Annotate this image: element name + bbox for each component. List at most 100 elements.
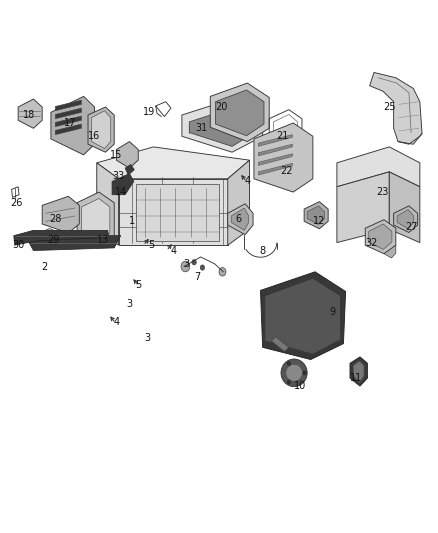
Circle shape [200,265,205,270]
Polygon shape [258,144,292,156]
Text: 27: 27 [405,222,417,232]
Polygon shape [353,361,364,382]
Text: 3: 3 [183,259,189,269]
Text: 6: 6 [236,214,242,224]
Polygon shape [55,124,81,135]
Text: 4: 4 [113,317,120,327]
Text: 16: 16 [88,131,101,141]
Polygon shape [365,220,396,254]
Text: 3: 3 [144,333,150,343]
Circle shape [192,260,196,265]
Polygon shape [42,196,79,233]
Polygon shape [55,100,81,111]
Polygon shape [29,236,121,251]
Ellipse shape [286,365,302,381]
Text: 12: 12 [313,216,325,227]
Polygon shape [77,192,114,248]
Polygon shape [210,83,269,142]
Polygon shape [261,272,346,360]
Text: 19: 19 [143,107,155,117]
Polygon shape [258,164,292,175]
Polygon shape [394,206,418,232]
Polygon shape [258,154,292,165]
Polygon shape [55,108,81,119]
Text: 25: 25 [383,102,396,112]
Text: 21: 21 [276,131,289,141]
Text: 5: 5 [148,240,155,250]
Text: 17: 17 [64,118,77,128]
Text: 30: 30 [12,240,24,250]
Polygon shape [254,123,313,192]
Circle shape [298,301,314,320]
Polygon shape [189,108,255,147]
Text: 22: 22 [280,166,293,176]
Text: 9: 9 [329,306,336,317]
Circle shape [216,106,228,120]
Polygon shape [337,172,389,243]
Text: 4: 4 [244,176,251,187]
Text: 5: 5 [135,280,141,290]
Polygon shape [88,107,114,152]
Polygon shape [258,135,292,147]
Circle shape [287,361,290,366]
Polygon shape [304,201,328,229]
Text: 1: 1 [129,216,135,227]
Polygon shape [182,99,263,152]
Text: 29: 29 [47,235,59,245]
Polygon shape [14,230,109,245]
Circle shape [181,261,190,272]
Polygon shape [119,179,228,245]
Text: 20: 20 [215,102,227,112]
Circle shape [272,301,288,320]
Polygon shape [228,204,253,235]
Polygon shape [215,90,264,136]
Text: 32: 32 [366,238,378,247]
Polygon shape [231,208,249,230]
Polygon shape [272,337,289,352]
Ellipse shape [281,359,307,386]
Polygon shape [92,111,111,149]
Polygon shape [265,278,340,354]
Circle shape [44,229,55,243]
Polygon shape [97,163,119,245]
Text: 23: 23 [377,187,389,197]
Polygon shape [125,165,134,175]
Circle shape [298,325,314,344]
Text: 10: 10 [293,381,306,391]
Polygon shape [228,160,250,245]
Circle shape [219,268,226,276]
Text: 11: 11 [350,373,363,383]
Polygon shape [350,357,367,386]
Polygon shape [136,184,219,241]
Polygon shape [51,96,95,155]
Text: 13: 13 [97,235,110,245]
Text: 14: 14 [115,187,127,197]
Polygon shape [18,99,42,128]
Polygon shape [369,224,392,249]
Text: 4: 4 [170,246,176,255]
Polygon shape [389,172,420,243]
Text: 8: 8 [260,246,266,255]
Polygon shape [370,72,422,144]
Polygon shape [55,116,81,127]
Text: 15: 15 [110,150,123,160]
Polygon shape [397,209,414,229]
Polygon shape [112,173,134,195]
Polygon shape [81,198,110,241]
Circle shape [287,380,290,384]
Text: 3: 3 [127,298,133,309]
Polygon shape [97,147,250,179]
Polygon shape [384,245,396,258]
Text: 31: 31 [195,123,208,133]
Polygon shape [307,206,325,224]
Text: 33: 33 [113,171,125,181]
Text: 26: 26 [10,198,22,208]
Polygon shape [117,142,138,168]
Circle shape [303,370,306,375]
Polygon shape [337,147,420,187]
Text: 18: 18 [23,110,35,120]
Text: 2: 2 [41,262,47,271]
Text: 7: 7 [194,272,200,282]
Text: 28: 28 [49,214,61,224]
Circle shape [272,325,288,344]
